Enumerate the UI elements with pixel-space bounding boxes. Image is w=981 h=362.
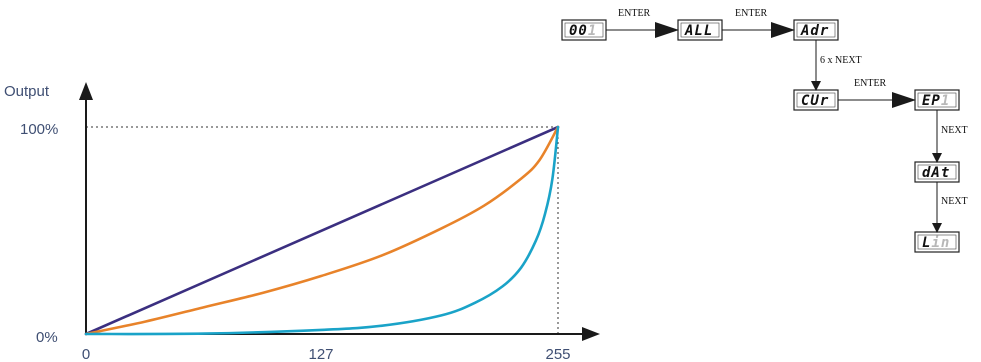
curve-series-2 [84, 125, 560, 336]
curve-series-1 [84, 125, 560, 336]
label-enter-3: ENTER [854, 78, 887, 89]
x-tick-255: 255 [545, 346, 570, 362]
x-axis-arrow-icon [582, 327, 600, 341]
display-all: ALL [677, 19, 723, 41]
svg-text:001: 001 [569, 23, 597, 39]
y-tick-0: 0% [36, 329, 58, 346]
display-001: 001 [561, 19, 607, 41]
x-tick-0: 0 [82, 346, 90, 362]
y-axis-title: Output [4, 83, 50, 100]
curve-series-3 [84, 125, 560, 336]
y-axis-arrow-icon [79, 82, 93, 100]
svg-text:EP1: EP1 [922, 93, 950, 109]
display-adr: Adr [793, 19, 839, 41]
label-6x-next: 6 x NEXT [820, 55, 862, 66]
x-tick-127: 127 [308, 346, 333, 362]
svg-text:CUr: CUr [801, 93, 829, 109]
display-cur: CUr [793, 89, 839, 111]
svg-text:Lin: Lin [922, 235, 950, 251]
svg-text:Adr: Adr [800, 23, 829, 39]
display-ep1: EP1 [914, 89, 960, 111]
y-tick-100: 100% [20, 121, 58, 138]
svg-text:dAt: dAt [922, 165, 950, 181]
label-enter-1: ENTER [618, 8, 651, 19]
display-dat: dAt [914, 161, 960, 183]
display-lin: Lin [914, 231, 960, 253]
label-next-1: NEXT [941, 125, 968, 136]
dimming-curve-chart: Output 100% 0% 0 127 255 [4, 82, 600, 362]
svg-text:ALL: ALL [684, 23, 713, 39]
label-enter-2: ENTER [735, 8, 768, 19]
menu-flow-diagram: 001 ALL Adr CUr EP1 dAt [561, 8, 968, 253]
label-next-2: NEXT [941, 196, 968, 207]
